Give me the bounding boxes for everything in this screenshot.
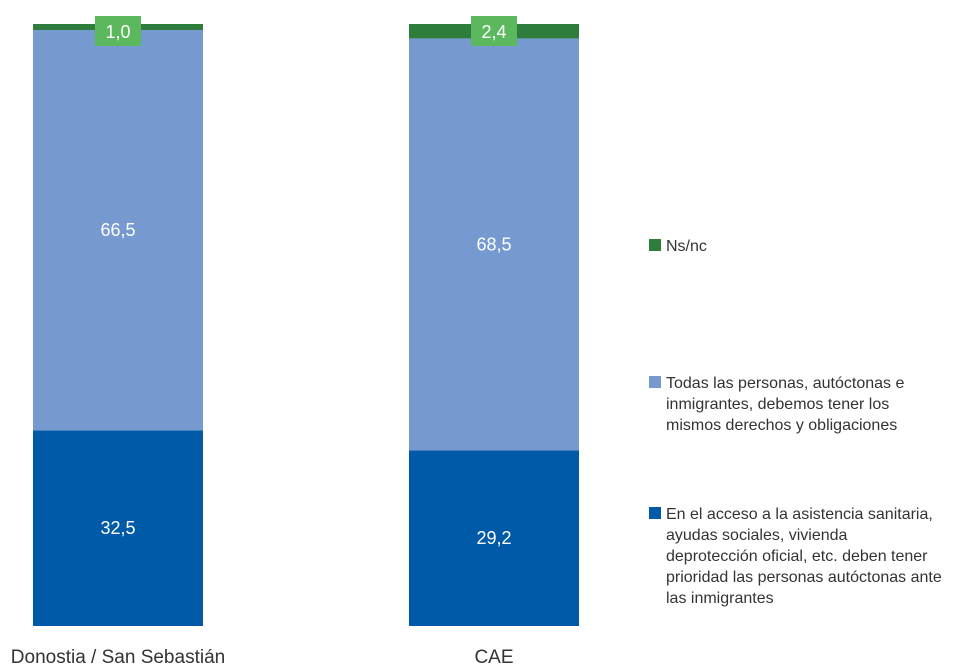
legend-swatch-ns-nc	[649, 239, 661, 251]
legend-item-ns-nc: Ns/nc	[649, 236, 955, 257]
category-label-0: Donostia / San Sebastián	[11, 647, 225, 668]
bar-segment-c1-s1	[409, 38, 579, 451]
value-label-c0-s0: 32,5	[100, 518, 135, 538]
legend-label-prioridad: En el acceso a la asistencia sanitaria, …	[666, 506, 942, 607]
bar-segment-c0-s1	[33, 30, 203, 431]
legend-swatch-todas	[649, 376, 661, 388]
value-label-c1-s2: 2,4	[481, 22, 506, 42]
value-label-bg-c0-s2	[95, 16, 141, 46]
value-label-c1-s1: 68,5	[476, 234, 511, 254]
legend-swatch-prioridad	[649, 507, 661, 519]
bar-segment-c0-s0	[33, 430, 203, 626]
category-label-1: CAE	[474, 647, 513, 668]
value-label-c0-s1: 66,5	[100, 220, 135, 240]
legend-label-ns-nc: Ns/nc	[666, 238, 707, 255]
value-label-c0-s2: 1,0	[105, 22, 130, 42]
legend-label-todas: Todas las personas, autóctonas e inmigra…	[666, 375, 905, 434]
bar-segment-c1-s0	[409, 450, 579, 626]
legend-item-todas: Todas las personas, autóctonas e inmigra…	[649, 373, 955, 436]
legend-item-prioridad: En el acceso a la asistencia sanitaria, …	[649, 504, 955, 609]
value-label-c1-s0: 29,2	[476, 528, 511, 548]
value-label-bg-c1-s2	[471, 16, 517, 46]
